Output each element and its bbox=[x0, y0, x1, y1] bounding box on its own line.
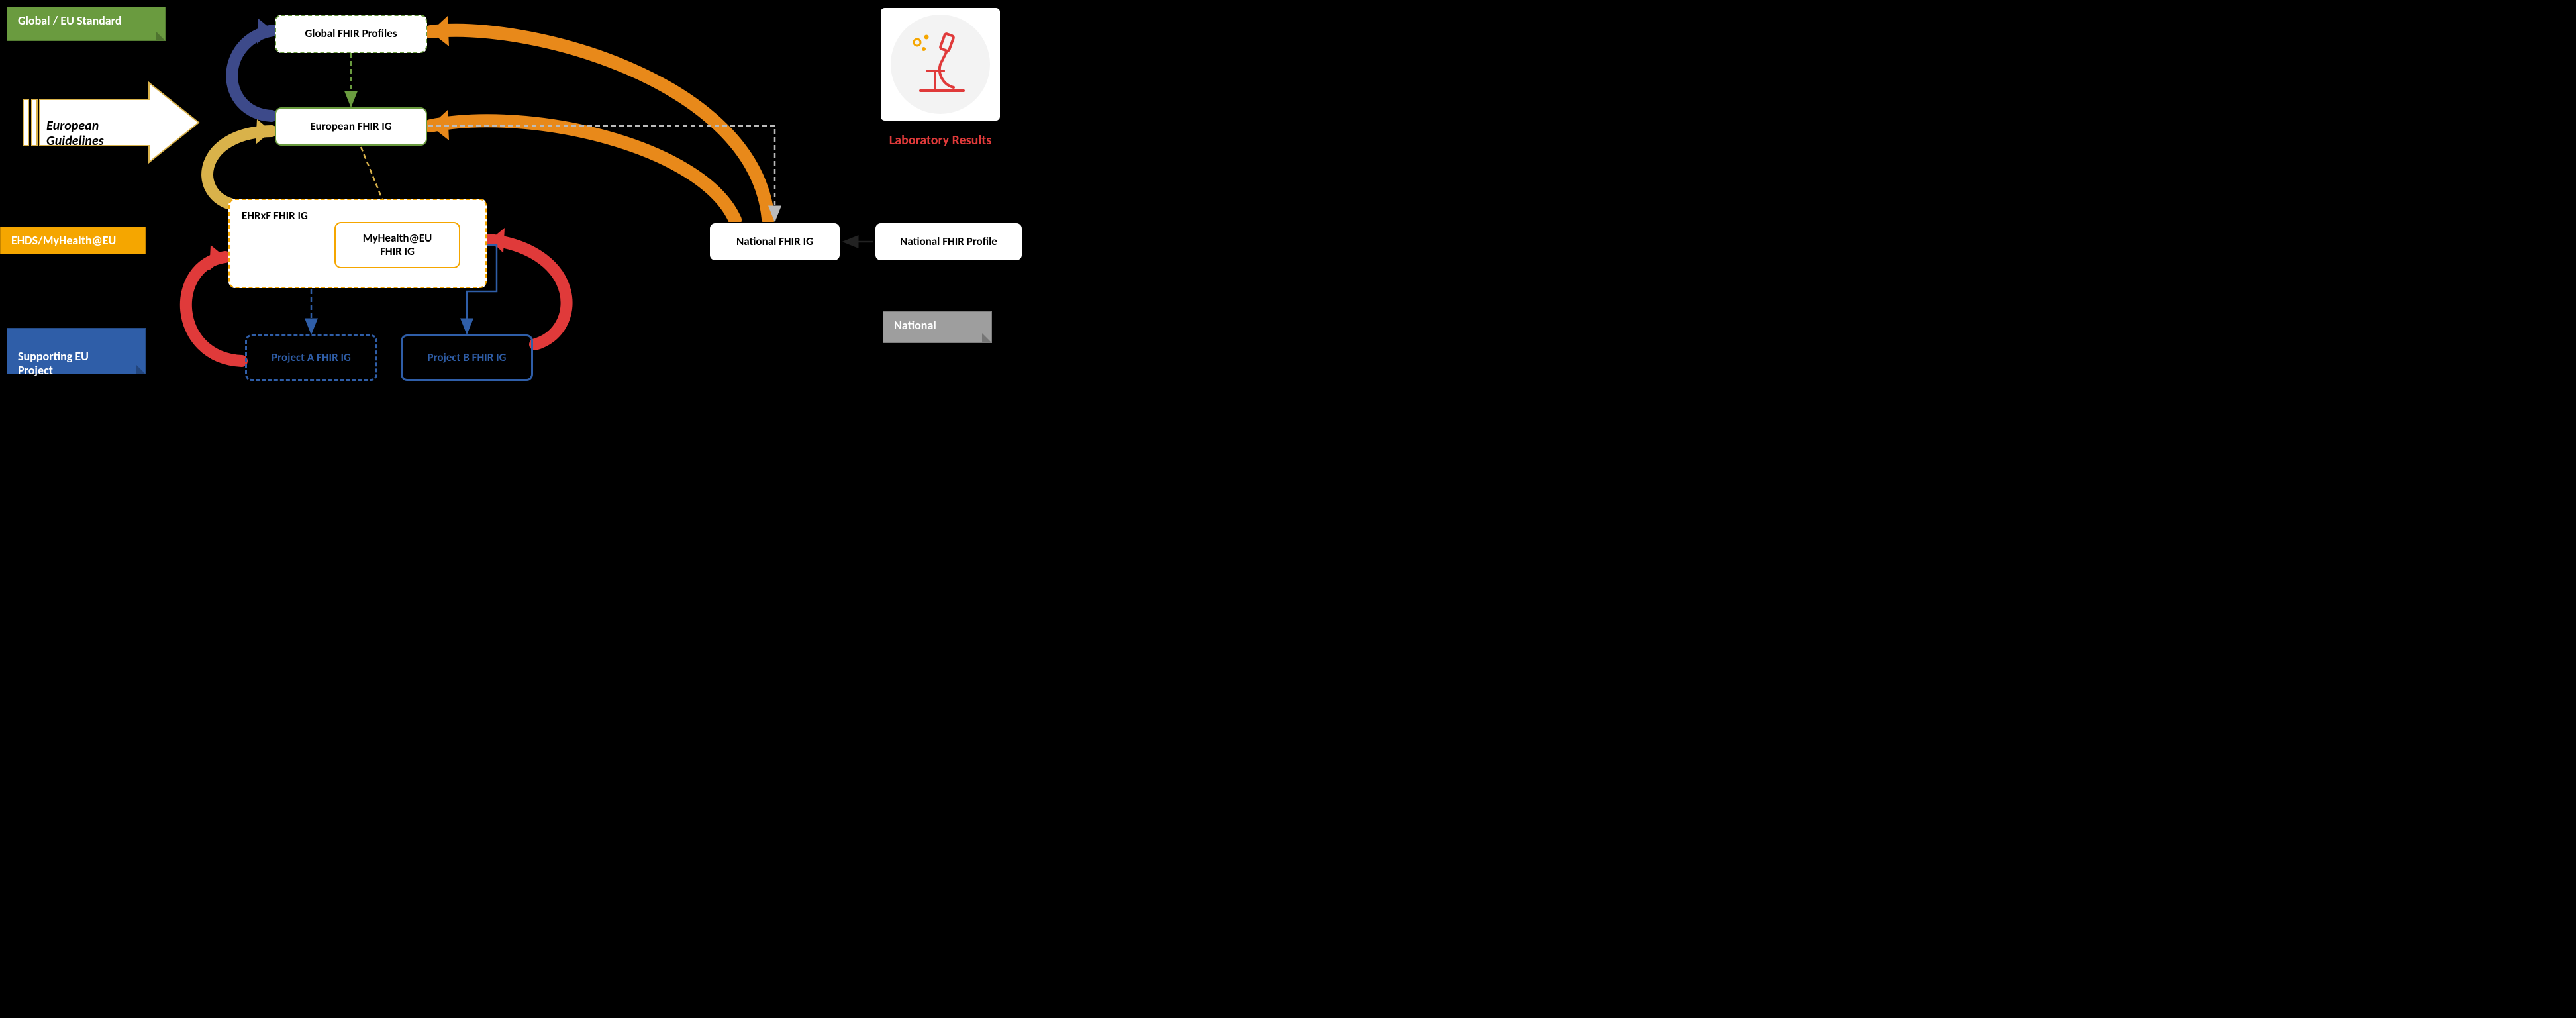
node-global-fhir: Global FHIR Profiles bbox=[275, 15, 427, 53]
tag-global-eu: Global / EU Standard bbox=[7, 7, 166, 41]
node-label: National FHIR IG bbox=[736, 235, 813, 248]
laboratory-results-label: Laboratory Results bbox=[874, 132, 1007, 148]
node-project-a: Project A FHIR IG bbox=[245, 334, 377, 381]
tag-label: National bbox=[894, 318, 936, 332]
node-label: Global FHIR Profiles bbox=[305, 27, 397, 40]
diagram-canvas: Global / EU Standard EHDS/MyHealth@EU Su… bbox=[0, 0, 1030, 411]
microscope-circle bbox=[891, 15, 990, 114]
tag-supporting: Supporting EU Project bbox=[7, 328, 146, 374]
tag-label: Global / EU Standard bbox=[18, 13, 122, 28]
european-guidelines-label: European Guidelines bbox=[46, 103, 104, 149]
node-label: National FHIR Profile bbox=[900, 235, 997, 248]
node-national-profile: National FHIR Profile bbox=[874, 222, 1023, 262]
laboratory-icon-card bbox=[881, 8, 1000, 121]
microscope-icon bbox=[904, 28, 977, 101]
node-label: Project A FHIR IG bbox=[272, 351, 351, 364]
node-myhealth: MyHealth@EU FHIR IG bbox=[334, 222, 460, 268]
tag-ehds: EHDS/MyHealth@EU bbox=[0, 227, 146, 254]
tag-national: National bbox=[883, 311, 992, 343]
node-label: European FHIR IG bbox=[310, 120, 391, 133]
tag-label: EHDS/MyHealth@EU bbox=[11, 233, 116, 248]
node-project-b: Project B FHIR IG bbox=[401, 334, 533, 381]
node-label: MyHealth@EU FHIR IG bbox=[363, 232, 432, 259]
node-european-fhir: European FHIR IG bbox=[275, 107, 427, 146]
node-national-ig: National FHIR IG bbox=[709, 222, 841, 262]
node-label: EHRxF FHIR IG bbox=[242, 209, 308, 223]
node-label: Project B FHIR IG bbox=[428, 351, 507, 364]
tag-label: Supporting EU Project bbox=[18, 349, 89, 378]
